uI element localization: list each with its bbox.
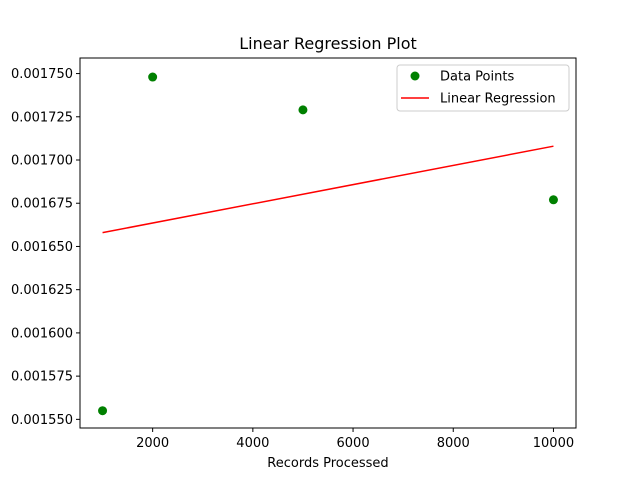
data-point-2 xyxy=(148,72,158,82)
y-tick-label: 0.001575 xyxy=(11,370,73,385)
y-tick-label: 0.001600 xyxy=(11,326,73,341)
y-tick-label: 0.001700 xyxy=(11,154,73,169)
x-tick-label: 4000 xyxy=(236,436,269,451)
x-axis-ticks: 2000 4000 6000 8000 10000 xyxy=(136,428,574,451)
legend-label: Linear Regression xyxy=(440,92,556,107)
y-tick-label: 0.001550 xyxy=(11,413,73,428)
plot-area xyxy=(98,72,558,416)
data-point-1 xyxy=(98,406,108,416)
y-tick-label: 0.001725 xyxy=(11,110,73,125)
chart-title: Linear Regression Plot xyxy=(239,34,417,53)
x-tick-label: 10000 xyxy=(533,436,574,451)
legend-marker-swatch xyxy=(410,71,420,81)
y-axis-ticks: 0.001550 0.001575 0.001600 0.001625 0.001650… xyxy=(11,67,80,428)
legend-box xyxy=(396,64,570,112)
x-tick-label: 2000 xyxy=(136,436,169,451)
data-point-3 xyxy=(298,105,308,115)
x-tick-label: 6000 xyxy=(337,436,370,451)
data-point-4 xyxy=(548,195,558,205)
y-tick-label: 0.001675 xyxy=(11,197,73,212)
plot-frame xyxy=(79,57,577,429)
legend-label: Data Points xyxy=(440,70,514,85)
x-tick-label: 8000 xyxy=(437,436,470,451)
legend: Data Points Linear Regression xyxy=(396,64,570,112)
y-tick-label: 0.001650 xyxy=(11,240,73,255)
y-tick-label: 0.001750 xyxy=(11,67,73,82)
regression-line xyxy=(102,145,554,234)
y-tick-label: 0.001625 xyxy=(11,283,73,298)
x-axis-label: Records Processed xyxy=(267,456,388,471)
